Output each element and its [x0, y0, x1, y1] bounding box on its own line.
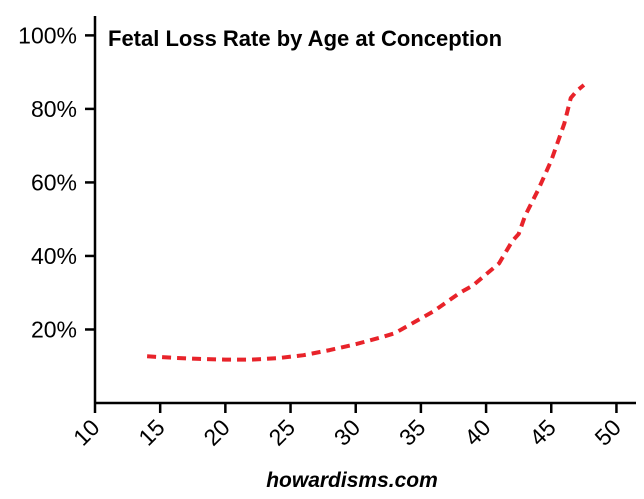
- x-tick-label: 20: [198, 414, 234, 450]
- x-axis-ticks: 10 15 20 25 30 35 40 45 50: [68, 403, 626, 451]
- x-tick-label: 15: [133, 414, 169, 450]
- x-tick-label: 25: [264, 414, 300, 450]
- x-tick-label: 45: [524, 414, 560, 450]
- y-tick-label: 100%: [18, 22, 77, 48]
- series-line-0: [146, 83, 586, 362]
- axes: [93, 16, 636, 405]
- series-group: [146, 83, 586, 362]
- x-tick-label: 10: [68, 414, 104, 450]
- y-tick-label: 60%: [31, 169, 77, 195]
- x-tick-label: 50: [589, 414, 625, 450]
- y-tick-label: 20%: [31, 316, 77, 342]
- chart-title: Fetal Loss Rate by Age at Conception: [108, 26, 502, 51]
- x-tick-label: 35: [394, 414, 430, 450]
- y-axis-ticks: 20% 40% 60% 80% 100%: [18, 22, 95, 342]
- y-tick-label: 40%: [31, 243, 77, 269]
- source-caption: howardisms.com: [266, 469, 438, 492]
- y-tick-label: 80%: [31, 96, 77, 122]
- x-tick-label: 30: [329, 414, 365, 450]
- x-tick-label: 40: [459, 414, 495, 450]
